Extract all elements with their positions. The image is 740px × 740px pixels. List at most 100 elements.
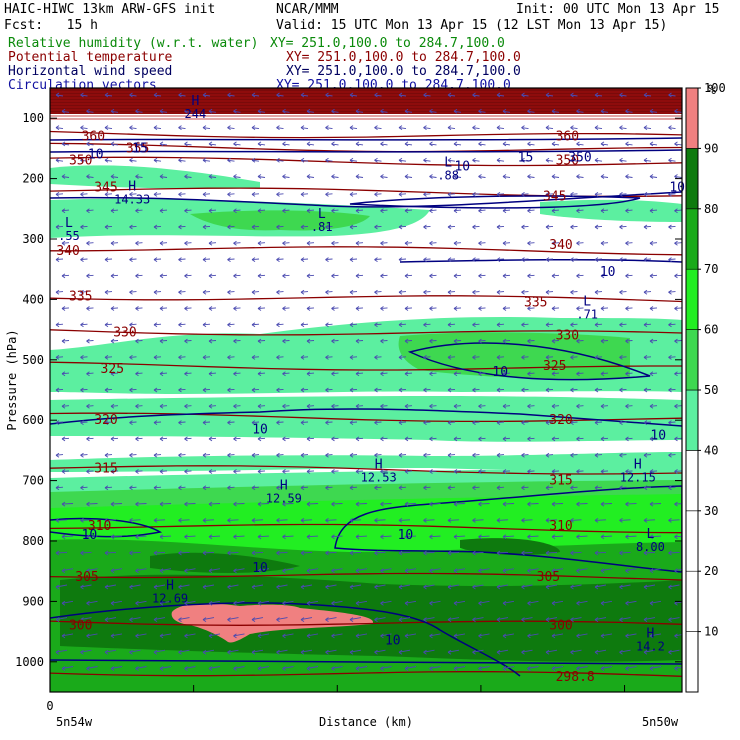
vector-head <box>306 436 311 440</box>
vector-head <box>453 340 458 344</box>
vector-arrow <box>153 323 162 326</box>
vector-head <box>86 371 90 375</box>
vector-head <box>55 619 60 622</box>
vector-head <box>649 633 654 637</box>
vector-head <box>325 389 329 393</box>
vector-head <box>227 420 231 423</box>
vector-head <box>227 322 231 326</box>
vector-head <box>80 226 84 230</box>
vector-head <box>104 324 109 328</box>
vector-arrow <box>306 666 319 669</box>
vector-head <box>472 92 476 96</box>
vector-arrow <box>202 454 211 456</box>
vector-arrow <box>398 551 411 554</box>
vector-arrow <box>600 535 613 538</box>
wind-contours <box>50 137 682 677</box>
vector-head <box>668 226 672 230</box>
vector-head <box>306 141 311 145</box>
vector-arrow <box>227 94 235 97</box>
theta-label: 330 <box>113 326 136 341</box>
vector-arrow <box>331 143 339 146</box>
vector-head <box>208 600 213 604</box>
vector-arrow <box>331 405 339 407</box>
vector-head <box>331 405 335 409</box>
vector-head <box>570 324 574 328</box>
vector-arrow <box>61 405 70 407</box>
vector-head <box>502 666 507 669</box>
vector-arrow <box>496 291 505 293</box>
vector-arrow <box>570 258 578 261</box>
vector-arrow <box>129 519 141 521</box>
vector-head <box>576 403 580 407</box>
vector-head <box>129 518 133 521</box>
vector-head <box>61 174 66 177</box>
vector-arrow <box>282 633 294 637</box>
vector-arrow <box>600 110 609 113</box>
vector-arrow <box>306 242 315 244</box>
vector-head <box>478 108 482 112</box>
vector-arrow <box>55 356 64 358</box>
vector-arrow <box>576 110 584 113</box>
vector-head <box>355 501 360 505</box>
vector-head <box>276 550 280 554</box>
vector-head <box>55 159 60 163</box>
vector-head <box>374 422 378 425</box>
vector-head <box>625 338 629 342</box>
vector-arrow <box>570 159 578 162</box>
vector-head <box>527 536 531 540</box>
vector-head <box>619 125 623 128</box>
vector-head <box>257 534 262 538</box>
rh-band-250-right <box>540 199 682 222</box>
vector-head <box>668 617 672 620</box>
vector-arrow <box>545 323 554 326</box>
vector-head <box>300 586 305 590</box>
y-tick-label: 200 <box>22 172 44 186</box>
vector-head <box>257 501 262 505</box>
vector-arrow <box>227 193 235 195</box>
vector-head <box>233 308 237 311</box>
vector-arrow <box>349 127 358 130</box>
vector-head <box>110 471 115 474</box>
vector-arrow <box>325 519 337 521</box>
vector-head <box>110 306 115 309</box>
vector-arrow <box>300 519 313 521</box>
vector-head <box>276 127 280 130</box>
vector-head <box>478 308 482 311</box>
vector-head <box>447 452 452 456</box>
vector-head <box>159 338 164 342</box>
vector-arrow <box>104 649 117 653</box>
vector-head <box>251 619 256 622</box>
vector-head <box>429 405 433 409</box>
vector-head <box>478 471 482 474</box>
vector-arrow <box>80 486 88 489</box>
vector-head <box>233 471 237 474</box>
vector-head <box>478 668 482 671</box>
vector-head <box>55 192 60 195</box>
vector-head <box>104 422 109 425</box>
vector-arrow <box>300 649 313 653</box>
vector-head <box>472 584 476 588</box>
vector-arrow <box>184 535 196 538</box>
vector-head <box>545 387 550 391</box>
vector-head <box>202 92 207 96</box>
theta-contour <box>50 329 682 336</box>
vector-arrow <box>551 143 560 146</box>
vector-head <box>600 666 605 669</box>
vector-head <box>159 403 164 407</box>
vector-arrow <box>257 143 266 146</box>
vector-arrow <box>257 340 266 342</box>
vector-head <box>502 176 507 179</box>
vector-head <box>80 125 84 128</box>
vector-head <box>80 552 84 556</box>
vector-arrow <box>251 159 260 162</box>
wind-contour <box>50 602 521 677</box>
vector-head <box>472 649 476 653</box>
vector-arrow <box>306 143 315 146</box>
vector-head <box>527 405 531 409</box>
vector-arrow <box>80 323 88 326</box>
vector-head <box>325 194 329 197</box>
vector-head <box>251 387 256 391</box>
vector-head <box>404 242 409 246</box>
vector-head <box>570 387 574 391</box>
vector-head <box>619 226 623 230</box>
